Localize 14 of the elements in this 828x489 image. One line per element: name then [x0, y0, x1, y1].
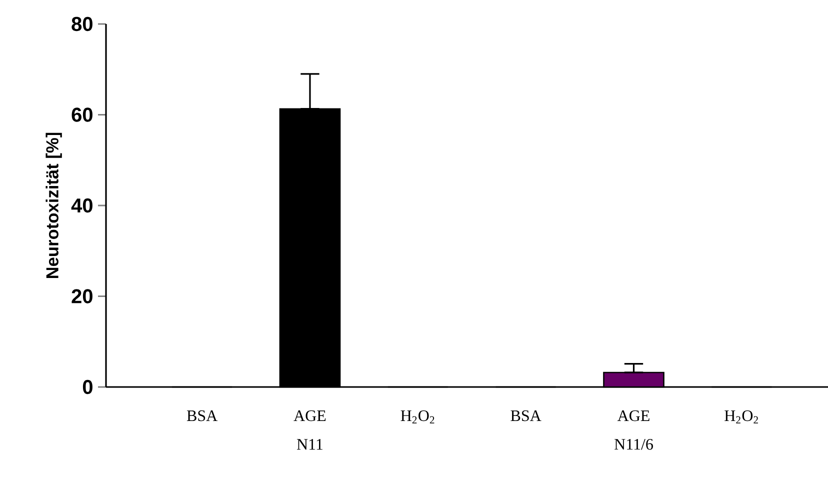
x-tick-label: BSA	[510, 410, 542, 422]
text: N11/6	[614, 438, 653, 450]
text: N11	[296, 439, 323, 450]
y-tick-label: 60	[72, 108, 92, 122]
y-tick-label: 0	[82, 380, 92, 394]
x-tick-label: H$_{2}$O$_{2}$	[400, 410, 434, 424]
y-tick-label: 20	[72, 289, 92, 304]
y-tick-label: 40	[71, 198, 92, 213]
y-tick-label: 80	[72, 16, 92, 32]
x-tick-label: H$_{2}$O$_{2}$	[724, 410, 758, 424]
x-tick-label: BSA	[186, 410, 218, 422]
y-axis-title: Neurotoxizität [%]	[46, 132, 62, 278]
x-tick-label: AGE	[617, 410, 650, 422]
x-tick-label: AGE	[294, 410, 326, 422]
